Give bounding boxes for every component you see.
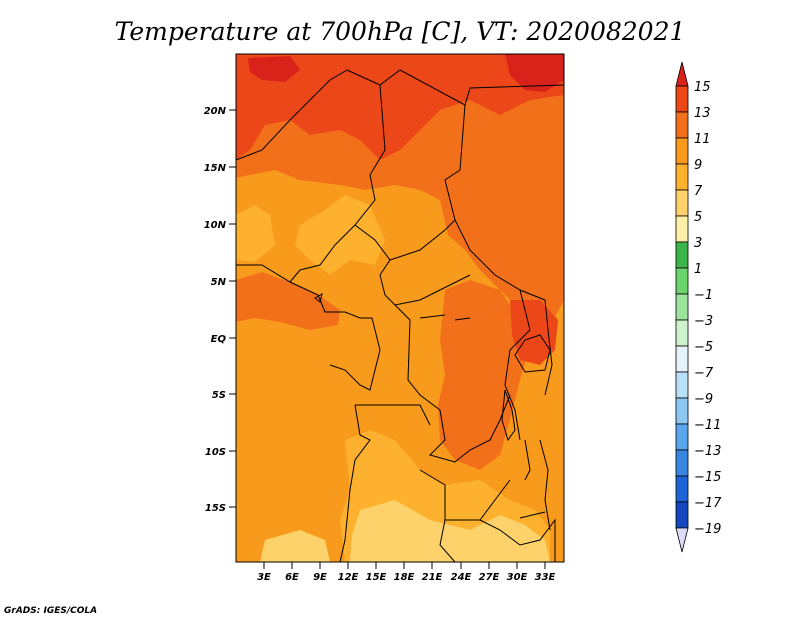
border-line <box>539 439 551 531</box>
border-line <box>354 219 456 261</box>
colorbar-tick-label: −9 <box>694 392 713 407</box>
lon-tick-label: 27E <box>479 572 500 583</box>
colorbar-tick-label: 3 <box>694 236 702 251</box>
border-line <box>444 104 546 301</box>
lon-tick-label: 3E <box>257 572 271 583</box>
colorbar-swatch <box>675 85 689 113</box>
colorbar-tick-label: 7 <box>694 184 703 199</box>
colorbar: 15 13 11 9 7 5 3 1 −1 −3 −5 −7 −9 −11 −13 −15 −17 −19 <box>675 61 722 553</box>
colorbar-tick-label: −19 <box>694 522 721 537</box>
colorbar-swatch <box>675 215 689 243</box>
border-line <box>419 469 511 521</box>
colorbar-swatch <box>675 111 689 139</box>
colorbar-tick-label: 15 <box>694 80 711 95</box>
border-line <box>355 404 431 426</box>
colorbar-tick-label: 5 <box>694 210 702 225</box>
colorbar-swatch <box>675 475 689 503</box>
country-borders <box>235 69 565 563</box>
border-line <box>544 299 553 396</box>
longitude-axis: 3E 6E 9E 12E 15E 18E 21E 24E 27E 30E 33E <box>257 562 556 583</box>
border-line <box>504 289 531 441</box>
lat-tick-label: 10N <box>204 220 227 231</box>
colorbar-tick-label: −13 <box>694 444 721 459</box>
lat-tick-label: 5S <box>212 390 226 401</box>
colorbar-swatch <box>675 449 689 477</box>
colorbar-tick-label: −1 <box>694 288 713 303</box>
lake-outline <box>454 317 471 321</box>
colorbar-bottom-arrow <box>675 527 689 553</box>
colorbar-tick-label: −7 <box>694 366 714 381</box>
map-title: Temperature at 700hPa [C], VT: 202008202… <box>115 17 686 46</box>
lat-tick-label: 20N <box>204 106 227 117</box>
lon-tick-label: 30E <box>507 572 528 583</box>
lake-outline <box>419 314 446 319</box>
region-13-15-east <box>510 300 558 365</box>
lake-outline <box>514 334 551 373</box>
colorbar-swatch <box>675 241 689 269</box>
colorbar-swatch <box>675 293 689 321</box>
colorbar-swatch <box>675 397 689 425</box>
border-line <box>329 317 381 391</box>
colorbar-top-arrow <box>675 61 689 87</box>
border-line <box>346 69 386 176</box>
colorbar-swatch <box>675 267 689 295</box>
colorbar-tick-label: 1 <box>694 262 702 277</box>
lon-tick-label: 9E <box>313 572 327 583</box>
colorbar-swatch <box>675 423 689 451</box>
colorbar-swatch <box>675 137 689 165</box>
border-line <box>235 69 348 161</box>
lat-tick-label: 5N <box>211 277 227 288</box>
colorbar-tick-label: −11 <box>694 418 721 433</box>
lon-tick-label: 21E <box>422 572 443 583</box>
colorbar-swatch <box>675 189 689 217</box>
lake-outline <box>314 292 323 303</box>
lake-outline <box>524 439 531 481</box>
lon-tick-label: 15E <box>366 572 387 583</box>
colorbar-tick-label: −17 <box>694 496 722 511</box>
grads-credit: GrADS: IGES/COLA <box>4 606 97 616</box>
colorbar-swatch <box>675 501 689 529</box>
region-11-13-east <box>438 280 530 470</box>
border-line <box>289 174 376 283</box>
lat-tick-label: 10S <box>205 447 226 458</box>
colorbar-tick-label: −3 <box>694 314 713 329</box>
colorbar-tick-label: 11 <box>694 132 711 147</box>
map-panel: 20N 15N 10N 5N EQ 5S 10S 15S 3E 6E 9E 12… <box>204 53 565 583</box>
lon-tick-label: 24E <box>451 572 472 583</box>
lon-tick-label: 18E <box>394 572 415 583</box>
region-13-15-north <box>236 54 564 160</box>
colorbar-tick-label: 9 <box>694 158 702 173</box>
border-line <box>339 404 371 563</box>
latitude-axis: 20N 15N 10N 5N EQ 5S 10S 15S <box>204 106 236 514</box>
region-5-7-south <box>350 500 550 562</box>
region-5-7-west <box>260 530 330 562</box>
border-line <box>439 519 456 563</box>
colorbar-tick-label: −5 <box>694 340 713 355</box>
lon-tick-label: 33E <box>535 572 556 583</box>
colorbar-swatch <box>675 345 689 373</box>
map-frame <box>235 53 565 563</box>
colorbar-swatch <box>675 371 689 399</box>
lat-tick-label: EQ <box>211 334 227 345</box>
region-15-up-nw <box>248 56 300 82</box>
region-11-13-coast <box>236 272 340 330</box>
lat-tick-label: 15S <box>205 503 226 514</box>
lake-outline <box>501 389 516 442</box>
colorbar-tick-label: −15 <box>694 470 721 485</box>
border-line <box>236 264 372 319</box>
lon-tick-label: 12E <box>338 572 359 583</box>
colorbar-swatch <box>675 163 689 191</box>
colorbar-tick-label: 13 <box>694 106 711 121</box>
temperature-regions <box>236 54 564 562</box>
colorbar-swatch <box>675 319 689 347</box>
region-7-9-west <box>236 205 275 262</box>
border-line <box>394 304 511 463</box>
lon-tick-label: 6E <box>285 572 299 583</box>
border-line <box>479 518 556 562</box>
lake-outline <box>519 511 546 519</box>
lat-tick-label: 15N <box>204 163 227 174</box>
region-15-up-ne <box>505 54 564 92</box>
